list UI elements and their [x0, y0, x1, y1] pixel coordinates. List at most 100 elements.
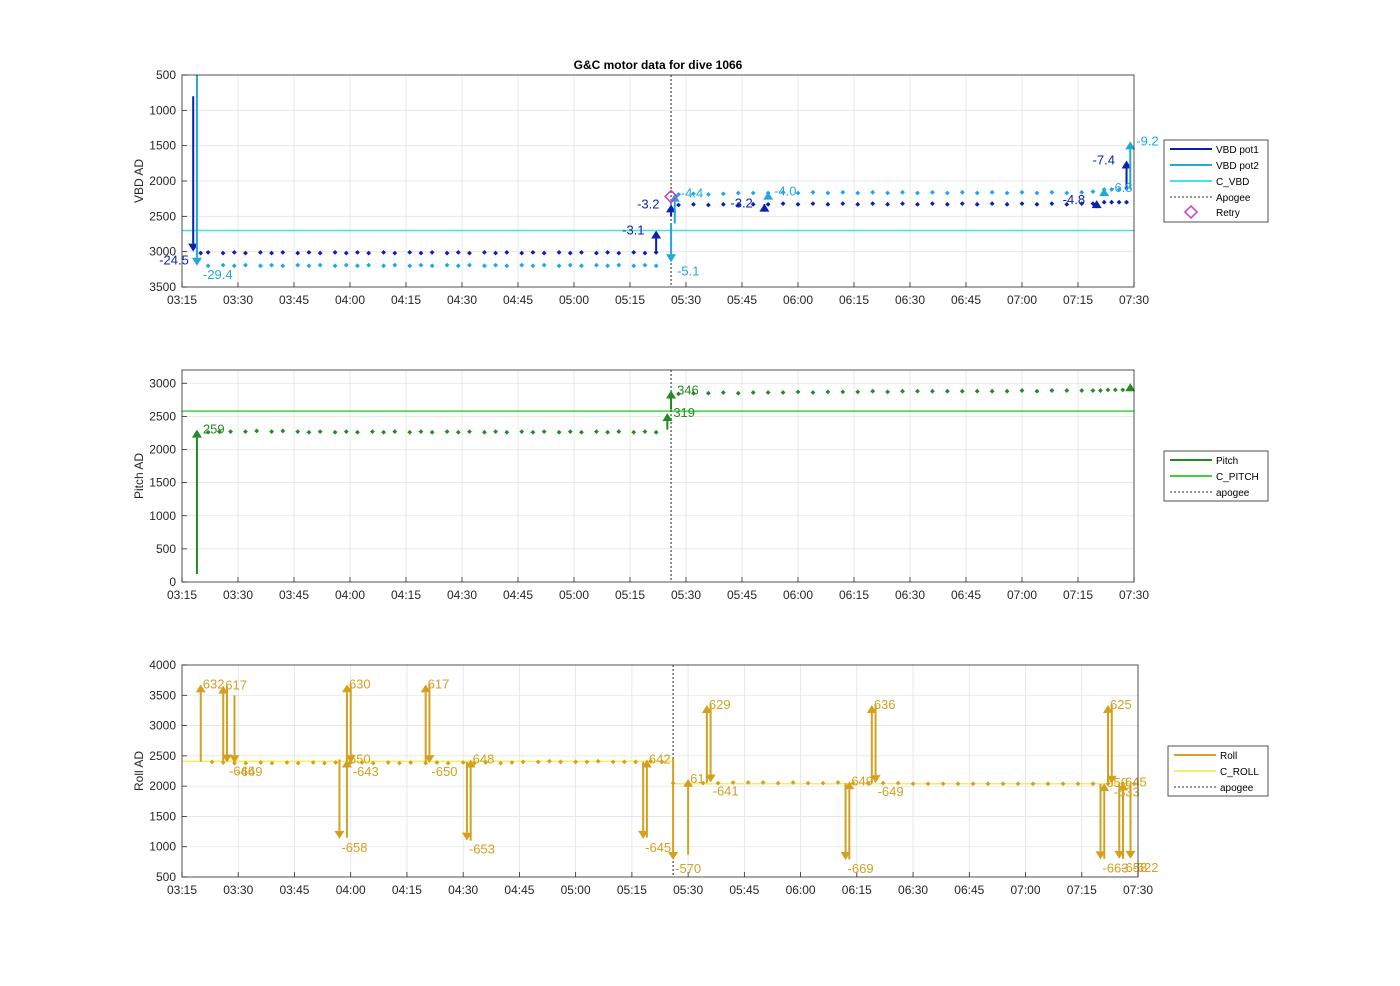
vbd-pot2-point	[959, 189, 965, 195]
roll-move-head	[1114, 850, 1125, 859]
vbd-pot2-point	[642, 262, 648, 268]
vbd-y-tick-label: 2000	[149, 174, 176, 188]
pitch-point	[493, 429, 498, 435]
roll-move-label: 632	[203, 676, 225, 691]
roll-move-label: -646	[229, 764, 255, 779]
vbd-pot2-point	[691, 191, 696, 197]
roll-point	[483, 760, 489, 765]
roll-point	[715, 780, 721, 786]
roll-point	[258, 760, 264, 765]
legend-label-c-roll: C_ROLL	[1220, 767, 1259, 778]
vbd-y-tick-labels: 500 1000 1500 2000 2500 3000 3500	[149, 68, 176, 294]
vbd-pot2-point	[1034, 190, 1040, 196]
vbd-pot2-point	[269, 262, 274, 268]
vbd-pot1-move-head	[1091, 200, 1102, 209]
vbd-pot1-point	[989, 201, 995, 207]
vbd-pot2-point	[444, 262, 450, 268]
pitch-point	[381, 429, 386, 435]
vbd-pot2-point	[840, 189, 846, 195]
vbd-pot2-point	[930, 189, 935, 195]
roll-point	[659, 759, 665, 765]
vbd-pot2-move-label: -4.0	[774, 184, 796, 199]
roll-x-tick-label: 06:45	[954, 883, 984, 897]
vbd-pot2-point	[855, 190, 861, 196]
roll-point	[209, 759, 215, 765]
pitch-point	[989, 388, 995, 394]
roll-point	[295, 760, 301, 766]
roll-move-head	[195, 684, 206, 693]
vbd-pot1-point	[900, 201, 905, 207]
roll-y-tick-labels: 500 1000 1500 2000 2500 3000 3500 4000	[149, 658, 176, 884]
roll-point	[423, 760, 429, 766]
pitch-point	[944, 388, 950, 394]
vbd-pot1-point	[258, 249, 263, 255]
vbd-pot2-move-label: -9.2	[1136, 133, 1158, 148]
vbd-pot2-point	[381, 263, 386, 269]
roll-point	[322, 760, 327, 766]
roll-x-tick-label: 05:30	[673, 883, 703, 897]
pitch-point	[504, 429, 510, 435]
pitch-point	[840, 389, 846, 395]
pitch-point	[1105, 387, 1111, 393]
vbd-pot2-point	[594, 262, 599, 268]
vbd-pot1-point	[1079, 201, 1085, 207]
pitch-point	[810, 390, 816, 395]
roll-y-tick-label: 3000	[149, 719, 176, 733]
vbd-x-tick-label: 04:00	[335, 293, 365, 307]
vbd-pot1-point	[691, 201, 696, 207]
pitch-y-tick-labels: 0 500 1000 1500 2000 2500 3000	[149, 376, 176, 589]
vbd-x-tick-label: 03:15	[167, 293, 197, 307]
vbd-pot1-point	[780, 201, 786, 207]
vbd-pot2-point	[1049, 189, 1055, 195]
roll-point	[805, 780, 811, 786]
vbd-pot2-point	[720, 191, 726, 197]
vbd-pot1-point	[653, 249, 659, 255]
pitch-point	[455, 429, 461, 435]
vbd-x-tick-label: 04:30	[447, 293, 477, 307]
pitch-plot-area	[182, 370, 1134, 582]
pitch-move-label: 319	[673, 405, 695, 420]
legend-label-roll-apogee: apogee	[1220, 783, 1254, 794]
vbd-pot1-move-head	[1121, 160, 1132, 169]
vbd-pot2-move-label: -6.8	[1110, 180, 1132, 195]
pitch-point	[795, 389, 801, 395]
roll-move-head	[1125, 850, 1136, 859]
legend-label-retry: Retry	[1216, 208, 1240, 219]
vbd-y-tick-label: 1500	[149, 139, 176, 153]
vbd-pot1-point	[1116, 199, 1122, 205]
vbd-pot1-point	[343, 250, 349, 256]
vbd-pot1-point	[1004, 201, 1010, 207]
roll-move-label: -663	[1103, 860, 1129, 875]
pitch-x-tick-label: 03:15	[167, 588, 197, 602]
roll-point	[970, 781, 976, 787]
vbd-x-tick-label: 06:00	[783, 293, 813, 307]
vbd-pot1-move-head	[759, 203, 770, 212]
vbd-pot2-point	[989, 189, 995, 195]
roll-move-label: -669	[848, 861, 874, 876]
pitch-x-tick-label: 05:45	[727, 588, 757, 602]
roll-y-tick-label: 1500	[149, 809, 176, 823]
vbd-pot1-point	[631, 249, 637, 255]
roll-point	[850, 780, 856, 786]
pitch-point	[930, 388, 935, 394]
pitch-point	[1079, 388, 1085, 393]
vbd-pot1-point	[870, 201, 876, 207]
roll-point	[730, 780, 736, 785]
pitch-point	[594, 429, 599, 435]
roll-point	[269, 760, 275, 766]
roll-move-head	[870, 775, 881, 784]
pitch-point	[855, 389, 861, 395]
pitch-y-tick-label: 1000	[149, 509, 176, 523]
pitch-point	[1112, 387, 1118, 393]
pitch-x-tick-label: 06:15	[839, 588, 869, 602]
roll-point	[1131, 781, 1137, 787]
pitch-point	[735, 390, 741, 396]
roll-move-label: -658	[1121, 860, 1147, 875]
pitch-point	[519, 429, 525, 435]
vbd-pot1-point	[810, 201, 816, 207]
pitch-data: 259 319 346	[182, 370, 1136, 582]
vbd-pot1-point	[429, 249, 435, 255]
roll-x-tick-label: 06:15	[842, 883, 872, 897]
vbd-pot1-point	[1101, 199, 1107, 205]
